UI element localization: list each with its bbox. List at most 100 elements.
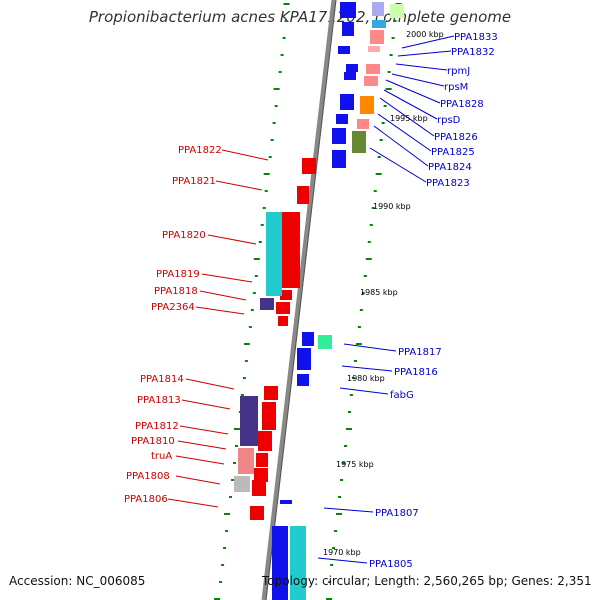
leader-line [221,149,269,161]
gene-block [272,526,288,600]
gene-label: rpmJ [447,66,470,77]
gene-label: PPA1825 [431,147,475,158]
gene-block [262,402,276,430]
gene-label: rpsD [437,115,461,126]
gene-label: PPA1810 [131,436,175,447]
leader-line [341,365,393,372]
map-title: Propionibacterium acnes KPA171202, compl… [88,8,512,26]
gene-block [368,46,380,52]
leader-line [177,440,227,450]
gene-label: PPA1824 [428,162,472,173]
gene-block [260,298,274,310]
leader-line [397,50,452,57]
leader-line [195,306,245,315]
gene-label: PPA1813 [137,395,181,406]
gene-block [318,335,332,349]
leader-line [207,234,257,245]
leader-line [199,290,247,301]
leader-line [369,147,427,183]
leader-line [401,35,455,49]
gene-block [297,348,311,370]
kbp-label: 1985 kbp [360,288,398,297]
gene-label: PPA1821 [172,176,216,187]
topology-summary: Topology: circular; Length: 2,560,265 bp… [262,574,592,588]
gene-label: PPA1823 [426,178,470,189]
backbone-edge [265,0,337,600]
gene-block [276,302,290,314]
kbp-label: 1970 kbp [323,548,361,557]
gene-block [278,316,288,326]
leader-line [179,425,229,435]
genes [234,2,404,600]
gene-block [364,76,378,86]
gene-block [264,386,278,400]
gene-block [302,158,316,174]
gene-block [256,453,268,467]
gene-label: PPA1826 [434,132,478,143]
gene-block [332,128,346,144]
leader-line [385,79,441,104]
gene-block [250,506,264,520]
gene-block [340,94,354,110]
kbp-label: 1990 kbp [373,202,411,211]
gene-label: PPA1819 [156,269,200,280]
kbp-label: 1975 kbp [336,460,374,469]
gene-block [332,150,346,168]
leader-line [379,97,435,137]
gene-block [372,20,386,28]
leader-line [343,343,397,352]
gene-label: truA [151,451,172,462]
kbp-label: 1995 kbp [390,114,428,123]
leader-line [175,455,225,465]
gene-block [352,131,366,153]
backbone [261,0,337,600]
kbp-label: 2000 kbp [406,30,444,39]
backbone-line [261,0,337,600]
gene-label: PPA2364 [151,302,195,313]
leader-line [383,89,438,120]
gene-label: PPA1807 [375,508,419,519]
gene-label: fabG [390,390,414,401]
gene-block [297,374,309,386]
gene-label: PPA1814 [140,374,184,385]
gene-block [357,119,369,129]
leader-line [339,387,389,395]
gene-block [342,22,354,36]
leader-line [373,125,429,167]
gene-block [360,96,374,114]
gene-block [297,186,309,204]
gene-label: PPA1832 [451,47,495,58]
accession-text: Accession: NC_006085 [9,574,146,588]
leader-line [201,273,253,283]
gene-label: PPA1816 [394,367,438,378]
kbp-label: 1980 kbp [347,374,385,383]
gene-block [280,500,292,504]
gene-label: rpsM [444,82,468,93]
gene-block [252,480,266,496]
gene-label: PPA1822 [178,145,222,156]
gene-block [254,468,268,482]
gene-block [240,396,258,446]
leader-line [323,507,374,513]
leader-lines [167,35,455,564]
gene-label: PPA1817 [398,347,442,358]
inner-ticks [214,3,290,600]
leader-line [317,557,368,564]
gene-block [344,72,356,80]
gene-block [336,114,348,124]
gene-block [338,46,350,54]
leader-line [395,63,448,71]
gene-label: PPA1808 [126,471,170,482]
gene-label: PPA1805 [369,559,413,570]
leader-line [181,399,231,410]
leader-line [185,378,235,390]
gene-block [290,526,306,600]
gene-label: PPA1833 [454,32,498,43]
gene-block [234,476,250,492]
gene-block [280,290,292,300]
gene-block [390,4,404,18]
gene-label: PPA1806 [124,494,168,505]
gene-block [340,2,356,18]
gene-block [346,64,358,72]
